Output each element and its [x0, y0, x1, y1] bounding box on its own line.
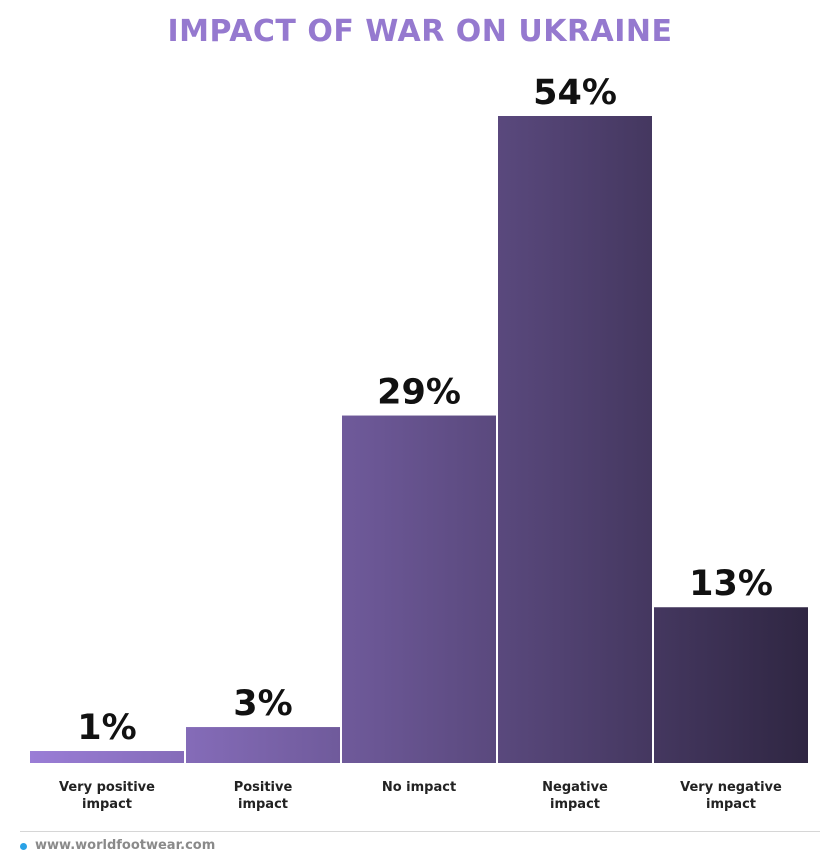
bar-3 — [498, 116, 652, 763]
category-labels-group: Very positive impact Positive impact No impa… — [59, 780, 782, 812]
category-label-4: Very negative impact — [680, 780, 782, 812]
bars-group — [30, 116, 808, 763]
category-label-3: Negative impact — [542, 780, 608, 812]
source-link[interactable]: www.worldfootwear.com — [35, 838, 216, 853]
chart-title: IMPACT OF WAR ON UKRAINE — [167, 14, 673, 49]
bar-1 — [186, 727, 340, 763]
bar-0 — [30, 751, 184, 763]
category-label-1: Positive impact — [234, 780, 293, 812]
source-dot-icon — [20, 843, 27, 850]
bar-chart: 1% 3% 29% 54% 13% Very positive impact Positiv… — [30, 73, 808, 812]
footer-divider — [20, 831, 820, 832]
bar-4 — [654, 607, 808, 763]
category-label-0: Very positive impact — [59, 780, 155, 812]
value-labels-group: 1% 3% 29% 54% 13% — [77, 73, 773, 748]
category-label-2: No impact — [382, 780, 456, 795]
value-label-3: 54% — [533, 73, 617, 113]
bar-2 — [342, 415, 496, 763]
value-label-0: 1% — [77, 708, 136, 748]
value-label-2: 29% — [377, 373, 461, 413]
value-label-1: 3% — [233, 684, 292, 724]
value-label-4: 13% — [689, 564, 773, 604]
